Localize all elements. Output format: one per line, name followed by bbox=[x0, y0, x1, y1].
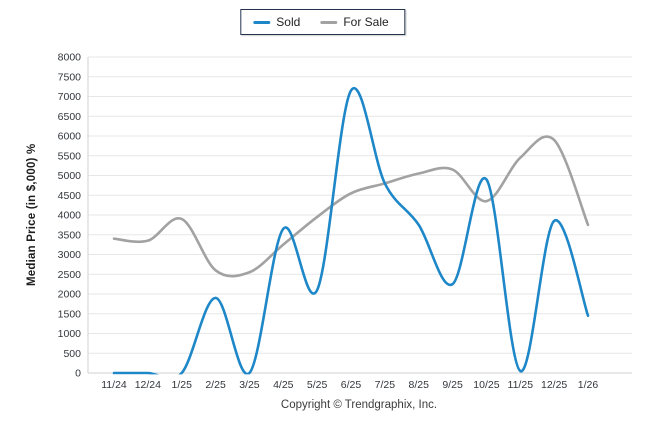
x-tick-label: 1/26 bbox=[578, 379, 599, 391]
y-tick-label: 2000 bbox=[58, 289, 82, 301]
legend-item-sold[interactable]: Sold bbox=[253, 15, 300, 29]
x-tick-label: 10/25 bbox=[473, 379, 499, 391]
chart-legend: Sold For Sale bbox=[240, 9, 406, 35]
x-tick-label: 12/24 bbox=[135, 379, 161, 391]
x-tick-label: 1/25 bbox=[171, 379, 192, 391]
y-tick-label: 4000 bbox=[58, 210, 82, 222]
y-tick-label: 7500 bbox=[58, 71, 82, 83]
y-tick-label: 3500 bbox=[58, 229, 82, 241]
legend-label-for-sale: For Sale bbox=[343, 15, 389, 29]
for-sale-line-swatch-icon bbox=[320, 20, 338, 24]
x-tick-label: 8/25 bbox=[408, 379, 429, 391]
y-tick-label: 5500 bbox=[58, 150, 82, 162]
x-tick-label: 5/25 bbox=[307, 379, 328, 391]
x-tick-label: 11/25 bbox=[508, 379, 534, 391]
for-sale-line[interactable] bbox=[112, 135, 590, 278]
y-tick-label: 1500 bbox=[58, 308, 82, 320]
x-tick-label: 7/25 bbox=[375, 379, 396, 391]
y-tick-label: 4500 bbox=[58, 190, 82, 202]
x-tick-label: 3/25 bbox=[239, 379, 260, 391]
copyright-text: Copyright © Trendgraphix, Inc. bbox=[280, 399, 438, 411]
y-tick-label: 2500 bbox=[58, 269, 82, 281]
x-tick-label: 9/25 bbox=[442, 379, 463, 391]
y-tick-label: 6500 bbox=[58, 111, 82, 123]
x-tick-label: 2/25 bbox=[205, 379, 226, 391]
y-tick-label: 6000 bbox=[58, 131, 82, 143]
y-tick-label: 8000 bbox=[58, 52, 82, 64]
y-tick-label: 5000 bbox=[58, 170, 82, 182]
x-tick-label: 6/25 bbox=[341, 379, 362, 391]
y-tick-label: 1000 bbox=[58, 328, 82, 340]
sold-line[interactable] bbox=[112, 86, 590, 378]
legend-label-sold: Sold bbox=[276, 15, 301, 29]
y-tick-label: 7000 bbox=[58, 91, 82, 103]
y-tick-label: 500 bbox=[63, 348, 81, 360]
x-tick-label: 11/24 bbox=[101, 379, 127, 391]
x-tick-label: 4/25 bbox=[273, 379, 294, 391]
legend-item-for-sale[interactable]: For Sale bbox=[320, 15, 389, 29]
y-tick-label: 3000 bbox=[58, 249, 82, 261]
x-tick-label: 12/25 bbox=[541, 379, 567, 391]
y-tick-label: 0 bbox=[75, 368, 81, 380]
sold-line-swatch-icon bbox=[253, 20, 271, 24]
